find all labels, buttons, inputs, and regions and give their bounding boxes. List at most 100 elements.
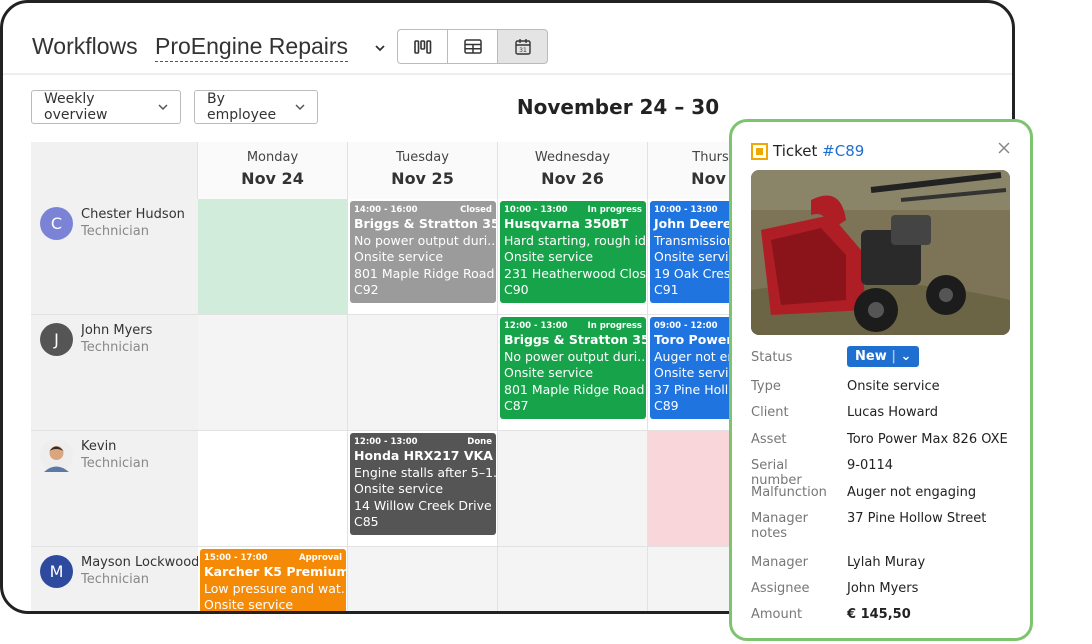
card-status: Closed: [460, 205, 492, 215]
ticket-field: Manager notes 37 Pine Hollow Street: [751, 511, 1021, 541]
page-title: Workflows: [32, 33, 138, 59]
calendar-view-button[interactable]: 31: [497, 29, 548, 64]
ticket-label: Ticket: [773, 142, 818, 160]
card-header: 14:00 - 16:00 Closed: [354, 204, 492, 216]
field-value: € 145,50: [847, 607, 911, 622]
field-label: Manager: [751, 555, 808, 570]
ticket-field: Assignee John Myers: [751, 581, 1021, 596]
card-status: Done: [467, 437, 492, 447]
ticket-field: Client Lucas Howard: [751, 405, 1021, 420]
card-time: 14:00 - 16:00: [354, 205, 418, 215]
ticket-field: Manager Lylah Muray: [751, 555, 1021, 570]
field-value: Lucas Howard: [847, 405, 938, 420]
avatar: C: [40, 207, 73, 240]
avatar: M: [40, 555, 73, 588]
card-header: 09:00 - 12:00: [654, 320, 792, 332]
status-value: New: [855, 349, 887, 364]
field-label: Manager notes: [751, 511, 808, 541]
workflow-selector[interactable]: ProEngine Repairs: [155, 33, 349, 62]
card-header: 15:00 - 17:00 Approval: [204, 552, 342, 564]
status-dropdown[interactable]: New | ⌄: [847, 346, 920, 367]
day-cell: [498, 431, 648, 547]
ticket-card[interactable]: 12:00 - 13:00 Done Honda HRX217 VKA Engine …: [350, 433, 496, 535]
day-cell: [348, 547, 498, 611]
day-cell: [198, 199, 348, 315]
field-value: Auger not engaging: [847, 485, 977, 500]
card-time: 12:00 - 13:00: [354, 437, 418, 447]
day-name: Monday: [246, 150, 299, 165]
card-description: Low pressure and wat...: [204, 580, 346, 596]
corner-cell: [31, 142, 198, 199]
field-label: Asset: [751, 432, 787, 447]
card-address: 801 Maple Ridge Road: [504, 381, 645, 397]
card-ticket: C85: [354, 514, 379, 530]
chevron: [158, 104, 168, 111]
card-header: 10:00 - 13:00 In progress: [504, 204, 642, 216]
table-view-button[interactable]: [447, 29, 498, 64]
avatar: J: [40, 323, 73, 356]
employee-cell: M Mayson Lockwood Technician: [31, 547, 199, 611]
header-divider: [3, 73, 1012, 75]
day-date: Nov 26: [541, 169, 604, 188]
field-value: Toro Power Max 826 OXE: [847, 432, 1008, 447]
card-type: Onsite service: [654, 365, 744, 381]
dropdown-chevron[interactable]: [374, 43, 386, 53]
card-type: Onsite service: [204, 597, 294, 613]
card-status: Approval: [299, 553, 342, 563]
day-cell: [498, 547, 648, 611]
ticket-field: Asset Toro Power Max 826 OXE: [751, 432, 1021, 447]
avatar-photo: [40, 439, 73, 472]
week-title: November 24 – 30: [516, 95, 720, 119]
card-time: 10:00 - 13:00: [504, 205, 568, 215]
field-value: 9-0114: [847, 458, 894, 473]
ticket-card[interactable]: 12:00 - 13:00 In progress Briggs & Stratto…: [500, 317, 646, 419]
field-label: Amount: [751, 607, 803, 622]
filter-dropdown[interactable]: By employee: [194, 90, 318, 124]
day-cell: [198, 315, 348, 431]
day-cell: [198, 431, 348, 547]
employee-cell: C Chester Hudson Technician: [31, 199, 198, 315]
card-title: Briggs & Stratton 350...: [354, 216, 496, 231]
card-address: 14 Willow Creek Drive: [354, 497, 492, 513]
day-header: Monday Nov 24: [198, 142, 348, 199]
filter-dropdown[interactable]: Weekly overview: [31, 90, 181, 124]
card-header: 10:00 - 13:00: [654, 204, 792, 216]
field-label: Client: [751, 405, 789, 420]
card-type: Onsite service: [654, 249, 744, 265]
field-label: Status: [751, 350, 793, 365]
filter-label: Weekly overview: [44, 91, 108, 123]
card-time: 15:00 - 17:00: [204, 553, 268, 563]
employee-role: Technician: [81, 456, 149, 471]
field-value: John Myers: [847, 581, 919, 596]
card-title: Honda HRX217 VKA: [354, 448, 493, 463]
card-time: 09:00 - 12:00: [654, 321, 718, 331]
card-ticket: C91: [654, 282, 679, 298]
ticket-icon: [751, 143, 768, 160]
ticket-card[interactable]: 15:00 - 17:00 Approval Karcher K5 Premium L…: [200, 549, 346, 613]
employee-cell: Kevin Technician: [31, 431, 198, 547]
employee-role: Technician: [81, 224, 149, 239]
ticket-field: Serial number 9-0114: [751, 458, 1021, 488]
card-ticket: C92: [354, 282, 379, 298]
ticket-id[interactable]: #C89: [822, 142, 865, 160]
card-description: Engine stalls after 5–1...: [354, 464, 496, 480]
day-header: Tuesday Nov 25: [348, 142, 498, 199]
card-type: Onsite service: [504, 365, 594, 381]
close-button[interactable]: [997, 141, 1011, 155]
day-name: Wednesday: [534, 150, 611, 165]
employee-role: Technician: [81, 340, 149, 355]
ticket-field: Type Onsite service: [751, 379, 1021, 394]
ticket-popup: Ticket #C89 Status New | ⌄ Type Onsite se…: [729, 119, 1033, 641]
filter-label: By employee: [207, 91, 277, 123]
ticket-card[interactable]: 10:00 - 13:00 In progress Husqvarna 350BT H…: [500, 201, 646, 303]
day-name: Tuesday: [396, 150, 449, 165]
employee-role: Technician: [81, 572, 149, 587]
board-view-button[interactable]: [397, 29, 448, 64]
svg-text:31: 31: [519, 47, 527, 54]
card-address: 231 Heatherwood Close: [504, 265, 646, 281]
ticket-field: Malfunction Auger not engaging: [751, 485, 1021, 500]
card-status: In progress: [587, 321, 642, 331]
card-type: Onsite service: [354, 481, 444, 497]
